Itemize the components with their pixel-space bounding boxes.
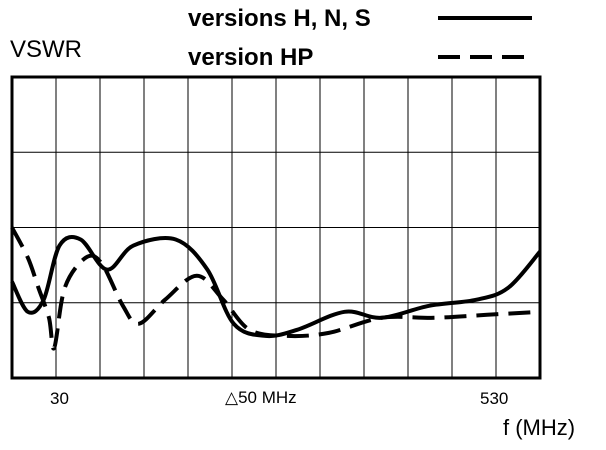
series-line-dashed — [10, 226, 541, 351]
legend-label-dashed: version HP — [188, 44, 313, 71]
x-tick-label-mid: △50 MHz — [225, 388, 297, 407]
legend: versions H, N, S version HP — [188, 5, 532, 71]
series-layer — [10, 226, 542, 351]
x-tick-label-start: 30 — [50, 389, 69, 408]
x-tick-label-end: 530 — [480, 389, 508, 408]
x-axis-label: f (MHz) — [503, 415, 575, 440]
y-axis-label: VSWR — [10, 36, 82, 63]
grid — [12, 77, 540, 378]
legend-label-solid: versions H, N, S — [188, 5, 371, 32]
